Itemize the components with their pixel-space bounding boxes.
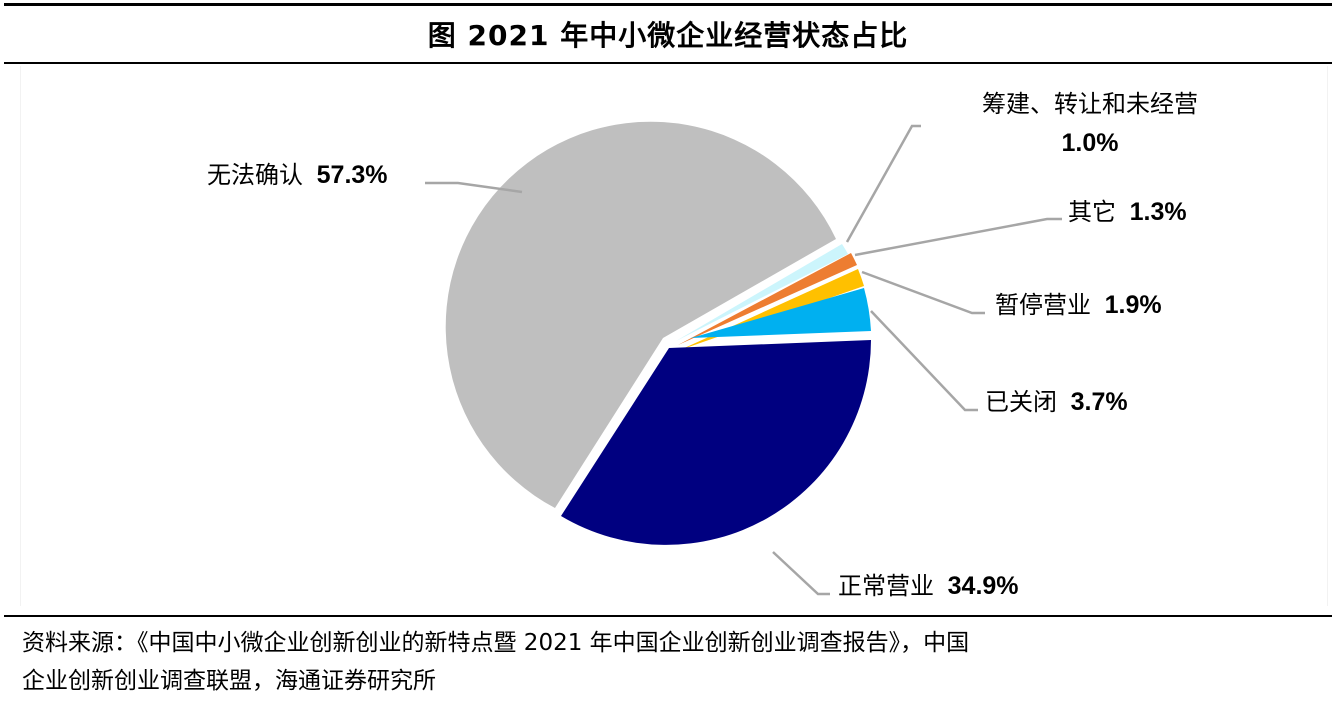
top-rule	[4, 3, 1332, 6]
label-unconfirmed: 无法确认 57.3%	[207, 161, 388, 189]
leader-lines	[425, 124, 1062, 596]
slice-normal	[561, 340, 871, 545]
label-closed: 已关闭 3.7%	[985, 388, 1128, 416]
label-other: 其它 1.3%	[1068, 198, 1187, 226]
label-normal: 正常营业 34.9%	[838, 572, 1019, 600]
title-rule	[4, 62, 1332, 64]
slice-other	[678, 253, 857, 345]
label-suspended: 暂停营业 1.9%	[995, 291, 1162, 319]
chart-frame	[20, 66, 1328, 606]
label-preparing-value: 1.0%	[1062, 129, 1119, 157]
source-line-1: 资料来源：《中国中小微企业创新创业的新特点暨 2021 年中国企业创新创业调查报…	[22, 630, 970, 656]
label-preparing-name: 筹建、转让和未经营	[982, 90, 1198, 118]
slice-preparing	[676, 244, 848, 341]
source-note: 资料来源：《中国中小微企业创新创业的新特点暨 2021 年中国企业创新创业调查报…	[22, 624, 1322, 700]
source-rule	[4, 615, 1332, 617]
figure-title: 图 2021 年中小微企业经营状态占比	[427, 19, 909, 52]
source-line-2: 企业创新创业调查联盟，海通证券研究所	[22, 668, 436, 694]
slice-unconfirmed	[445, 121, 836, 508]
slice-closed	[691, 288, 871, 338]
